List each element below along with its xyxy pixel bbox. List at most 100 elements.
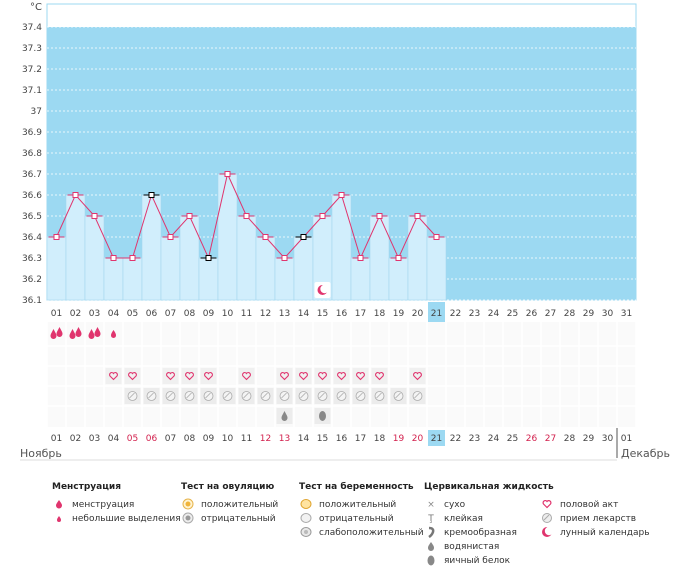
heart-cell (105, 368, 122, 384)
pill-marker-line (414, 392, 420, 399)
bottom-day-label: 27 (545, 434, 556, 444)
temperature-point (167, 234, 174, 240)
y-tick-label: 37.2 (22, 65, 42, 75)
x-tick-label: 28 (564, 309, 576, 319)
heart-cell (162, 368, 179, 384)
legend-other-item: прием лекарств (560, 514, 637, 524)
pill-marker-line (186, 392, 192, 399)
pregnancy-positive-icon (299, 498, 313, 513)
bottom-day-label: 01 (51, 434, 62, 444)
x-tick-label: 25 (507, 309, 518, 319)
bottom-day-label: 30 (602, 434, 614, 444)
temperature-point (148, 192, 155, 198)
bottom-day-label: 28 (564, 434, 576, 444)
x-tick-label: 01 (51, 309, 62, 319)
y-tick-label: 37.3 (22, 44, 42, 54)
temperature-point (395, 255, 402, 261)
legend-other: · половой акт прием лекарств лунный кале… (540, 482, 650, 540)
pregnancy-weak-icon (299, 526, 313, 541)
bottom-day-label: 23 (469, 434, 480, 444)
menstruation-drop (69, 329, 76, 339)
ovulation-negative-icon (181, 512, 195, 527)
bottom-day-label: 18 (374, 434, 386, 444)
pill-marker (393, 391, 404, 401)
x-tick-label: 30 (602, 309, 614, 319)
temperature-bar (160, 236, 181, 301)
current-day-highlight (428, 430, 445, 446)
bottom-day-label: 20 (412, 434, 424, 444)
bottom-day-label: 01 (621, 434, 632, 444)
bottom-day-label: 11 (241, 434, 252, 444)
pill-marker-line (281, 392, 287, 399)
heart-marker (128, 372, 137, 381)
pill-marker (165, 391, 176, 401)
heart-marker (242, 372, 251, 381)
heart-cell (314, 368, 331, 384)
y-tick-label: 36.6 (22, 191, 42, 201)
temperature-point (186, 213, 193, 219)
x-tick-label: 22 (450, 309, 461, 319)
temperature-point (414, 213, 421, 219)
bottom-day-label: 12 (260, 434, 271, 444)
x-tick-label: 07 (165, 309, 176, 319)
heart-cell (276, 368, 293, 384)
temperature-bar (426, 236, 447, 301)
temperature-bar (198, 257, 219, 301)
bottom-day-label: 10 (222, 434, 234, 444)
heart-marker (166, 372, 175, 381)
x-tick-label: 12 (260, 309, 271, 319)
temperature-point (357, 255, 364, 261)
legend-cervical-item: водянистая (444, 542, 500, 552)
menstruation-drop (56, 327, 63, 337)
egg-white-icon (424, 554, 438, 569)
legend-ovulation-title: Тест на овуляцию (181, 482, 275, 492)
heart-icon (540, 499, 554, 512)
temperature-bar (369, 215, 390, 301)
x-tick-label: 16 (336, 309, 348, 319)
pregnancy-negative-icon (299, 512, 313, 527)
temperature-point (262, 234, 269, 240)
legend-cervical-item: клейкая (444, 514, 483, 524)
pill-marker (355, 391, 366, 401)
pill-marker-line (129, 392, 135, 399)
bottom-day-label: 17 (355, 434, 366, 444)
y-tick-label: 36.3 (22, 254, 42, 264)
temperature-bar (84, 215, 105, 301)
x-tick-label: 17 (355, 309, 366, 319)
legend-cervical-item: сухо (444, 500, 466, 510)
pill-marker (298, 391, 309, 401)
temperature-bar (217, 173, 238, 301)
x-tick-label: 20 (412, 309, 424, 319)
bottom-day-label: 09 (203, 434, 215, 444)
heart-cell (238, 368, 255, 384)
legend-menstruation-item: небольшие выделения (72, 514, 181, 524)
month-left-label: Ноябрь (20, 447, 62, 460)
bottom-day-label: 07 (165, 434, 176, 444)
pill-marker-line (300, 392, 306, 399)
x-tick-label: 05 (127, 309, 138, 319)
bottom-day-label: 15 (317, 434, 328, 444)
temperature-bar (255, 236, 276, 301)
y-tick-label: 36.4 (22, 233, 42, 243)
heart-marker (280, 372, 289, 381)
x-tick-label: 11 (241, 309, 252, 319)
ovulation-positive-icon (181, 498, 195, 513)
moon-marker-cut (320, 284, 329, 294)
x-tick-label: 23 (469, 309, 480, 319)
pill-marker-line (243, 392, 249, 399)
creamy-icon (424, 526, 438, 541)
y-tick-label: 37.4 (22, 23, 42, 33)
bottom-day-label: 02 (70, 434, 81, 444)
pill-marker-line (376, 392, 382, 399)
temperature-bar (274, 257, 295, 301)
temperature-bar (293, 236, 314, 301)
pill-marker (317, 391, 328, 401)
heart-cell (409, 368, 426, 384)
heart-marker (204, 372, 213, 381)
menstruation-drop (88, 329, 95, 339)
temperature-point (72, 192, 79, 198)
x-tick-label: 24 (488, 309, 500, 319)
heart-cell (124, 368, 141, 384)
x-tick-label: 26 (526, 309, 538, 319)
pill-marker (203, 391, 214, 401)
